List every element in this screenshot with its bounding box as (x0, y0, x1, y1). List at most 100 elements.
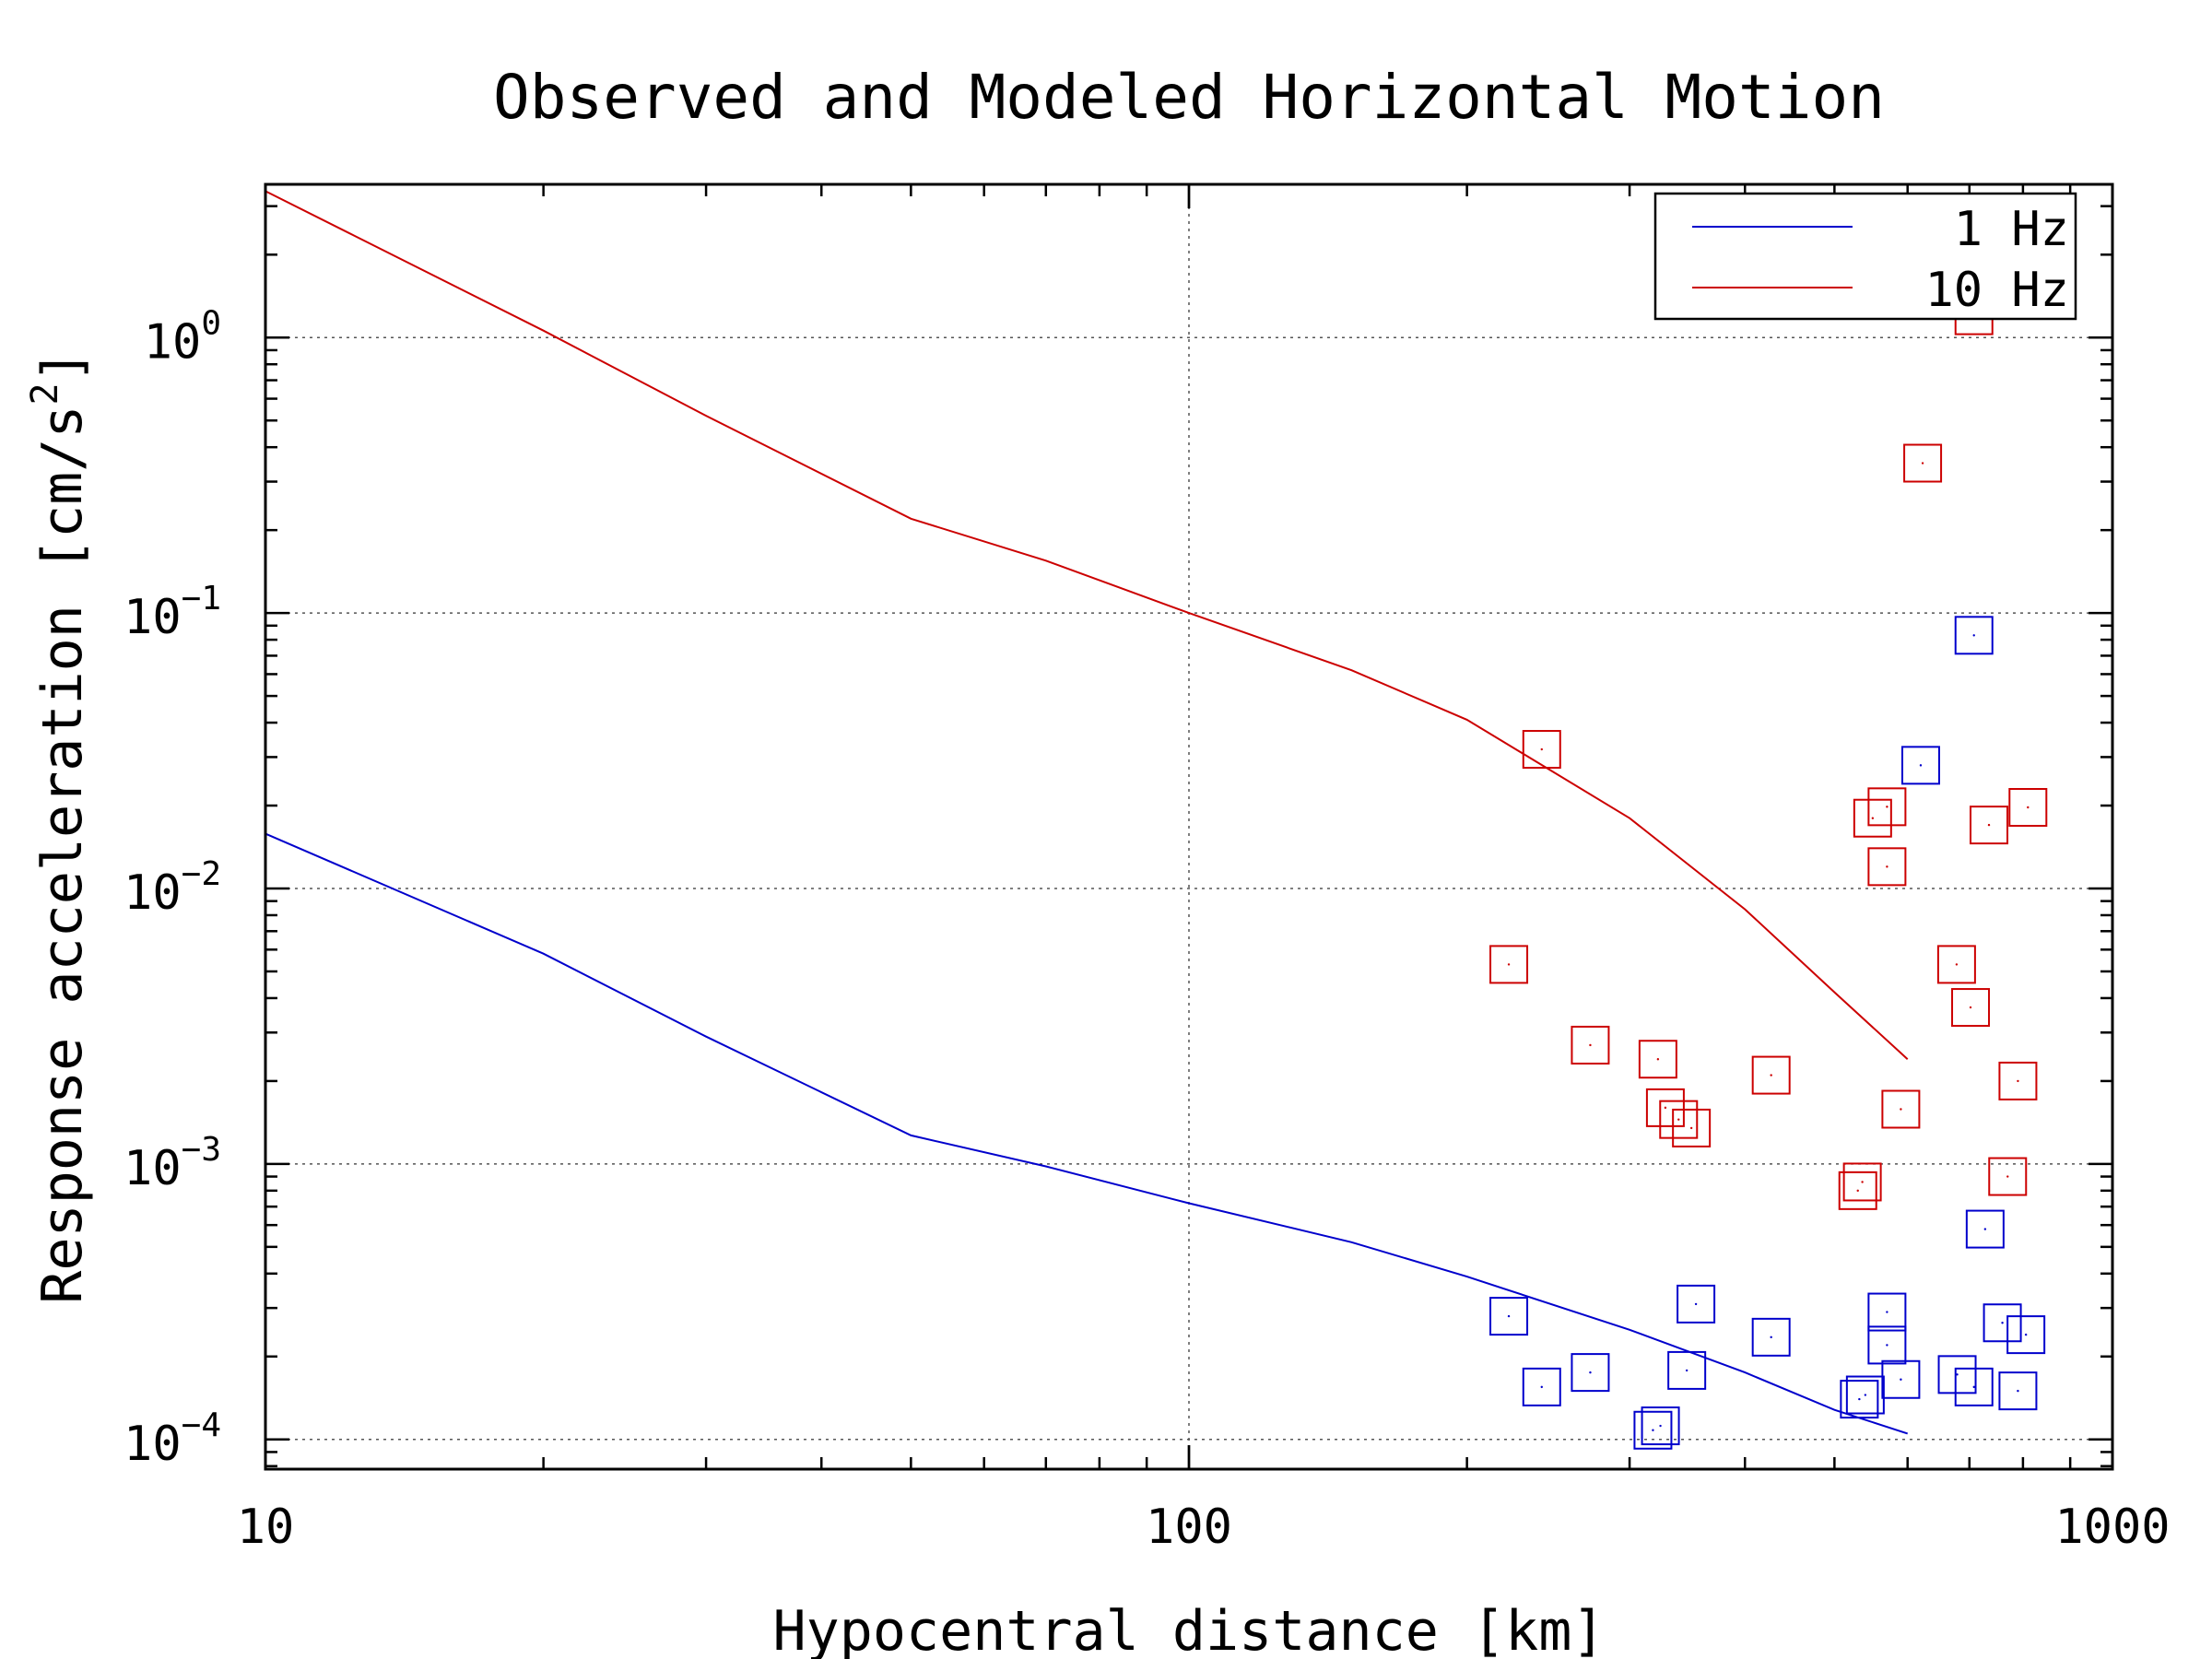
legend-box (1653, 192, 2077, 321)
observed-point-series-1 (1856, 1189, 1859, 1193)
observed-marker-series-1 (1881, 1089, 1921, 1129)
observed-marker-series-1 (1522, 730, 1561, 770)
observed-marker-series-1 (1936, 945, 1976, 984)
observed-point-series-1 (1871, 817, 1875, 819)
observed-point-series-1 (1861, 1181, 1864, 1183)
observed-marker-series-0 (1633, 1410, 1673, 1450)
observed-marker-series-0 (1881, 1359, 1921, 1399)
y-tick-label-exponent: 0 (201, 304, 221, 342)
observed-marker-series-1 (1970, 806, 2009, 845)
observed-point-series-1 (1886, 806, 1888, 808)
observed-point-series-1 (1689, 1126, 1693, 1130)
observed-marker-series-0 (1571, 1353, 1610, 1393)
observed-point-series-1 (1886, 865, 1888, 868)
observed-point-series-1 (1955, 963, 1959, 966)
observed-marker-series-1 (1998, 1061, 2038, 1100)
observed-point-series-1 (1987, 823, 1991, 827)
observed-point-series-1 (1969, 1006, 1972, 1009)
observed-point-series-1 (1677, 1118, 1680, 1121)
observed-point-series-0 (2017, 1389, 2019, 1393)
legend: 1 Hz 10 Hz (1653, 192, 2077, 321)
series-layer (265, 190, 2048, 1450)
observed-point-series-0 (2001, 1322, 2004, 1324)
y-tick-label-base: 10 (124, 865, 182, 921)
observed-marker-series-0 (1983, 1303, 2022, 1343)
observed-point-series-1 (2027, 806, 2030, 809)
observed-point-series-0 (1919, 764, 1923, 767)
observed-point-series-1 (1770, 1074, 1772, 1077)
observed-marker-series-1 (1867, 847, 1907, 887)
observed-marker-series-0 (1751, 1317, 1791, 1357)
y-tick-label-base: 10 (124, 590, 182, 645)
observed-marker-series-1 (1751, 1055, 1791, 1095)
x-tick-label: 10 (237, 1500, 295, 1555)
observed-marker-series-0 (1667, 1350, 1707, 1390)
observed-marker-series-0 (1937, 1355, 1977, 1394)
observed-point-series-0 (1972, 634, 1975, 637)
observed-marker-series-1 (1672, 1108, 1712, 1147)
observed-point-series-1 (1921, 462, 1924, 465)
observed-marker-series-0 (1867, 1292, 1907, 1332)
y-tick-label: 10−3 (124, 1131, 221, 1196)
y-axis-label-superscript: 2 (24, 382, 66, 405)
y-tick-label-exponent: −3 (182, 1131, 221, 1169)
y-axis-label: Response acceleration [cm/s2] (24, 349, 95, 1304)
observed-marker-series-0 (1840, 1380, 1879, 1419)
observed-marker-series-1 (1951, 988, 1991, 1028)
observed-point-series-0 (1694, 1302, 1698, 1306)
observed-marker-series-0 (2006, 1315, 2046, 1355)
y-tick-label: 100 (144, 304, 221, 370)
legend-label-1hz: 1 Hz (1954, 202, 2069, 257)
observed-point-series-0 (1972, 1385, 1975, 1389)
observed-point-series-0 (2024, 1333, 2028, 1336)
y-tick-label-base: 10 (124, 1141, 182, 1196)
observed-marker-series-0 (1998, 1371, 2038, 1411)
observed-point-series-1 (1540, 747, 1543, 751)
legend-label-10hz: 10 Hz (1924, 263, 2069, 318)
observed-marker-series-1 (1838, 1171, 1877, 1210)
y-tick-label-base: 10 (144, 314, 202, 370)
observed-point-series-1 (1589, 1043, 1592, 1047)
observed-point-series-1 (1900, 1108, 1902, 1111)
observed-point-series-0 (1983, 1228, 1987, 1230)
observed-marker-series-1 (1645, 1088, 1685, 1127)
model-line-series-0 (265, 832, 1909, 1435)
observed-marker-series-1 (1638, 1040, 1677, 1079)
observed-marker-series-1 (1853, 798, 1892, 838)
ticks (264, 184, 2114, 1469)
observed-point-series-0 (1864, 1394, 1867, 1396)
observed-point-series-0 (1900, 1378, 1902, 1381)
x-tick-labels: 10 100 1000 (237, 1500, 2171, 1555)
observed-point-series-0 (1659, 1424, 1662, 1428)
observed-point-series-0 (1507, 1314, 1511, 1318)
observed-marker-series-0 (1954, 1367, 1994, 1406)
x-tick-label: 1000 (2054, 1500, 2170, 1555)
observed-marker-series-1 (1659, 1100, 1699, 1139)
observed-point-series-0 (1540, 1385, 1543, 1389)
y-tick-label: 10−2 (124, 855, 221, 921)
y-tick-label: 10−4 (124, 1406, 221, 1472)
observed-point-series-0 (1858, 1397, 1861, 1401)
y-tick-label-exponent: −1 (182, 580, 221, 618)
observed-point-series-1 (1664, 1106, 1667, 1110)
observed-point-series-0 (1886, 1344, 1888, 1347)
observed-marker-series-1 (1867, 787, 1907, 827)
y-tick-label-exponent: −2 (182, 855, 221, 893)
observed-point-series-1 (2017, 1079, 2019, 1083)
observed-point-series-0 (1886, 1311, 1888, 1313)
observed-point-series-0 (1652, 1429, 1654, 1431)
observed-point-series-0 (1770, 1335, 1772, 1339)
observed-marker-series-1 (2008, 787, 2048, 827)
x-tick-label: 100 (1146, 1500, 1232, 1555)
grid (265, 184, 2112, 1469)
observed-marker-series-1 (1903, 443, 1943, 483)
observed-point-series-1 (2006, 1175, 2009, 1178)
observed-point-series-0 (1685, 1369, 1688, 1372)
y-axis-label-main: Response acceleration [cm/s (30, 405, 95, 1303)
observed-marker-series-1 (1988, 1157, 2028, 1196)
observed-marker-series-0 (1965, 1209, 2005, 1249)
observed-marker-series-0 (1522, 1367, 1561, 1406)
observed-marker-series-1 (1571, 1025, 1610, 1065)
observed-marker-series-0 (1641, 1406, 1680, 1446)
